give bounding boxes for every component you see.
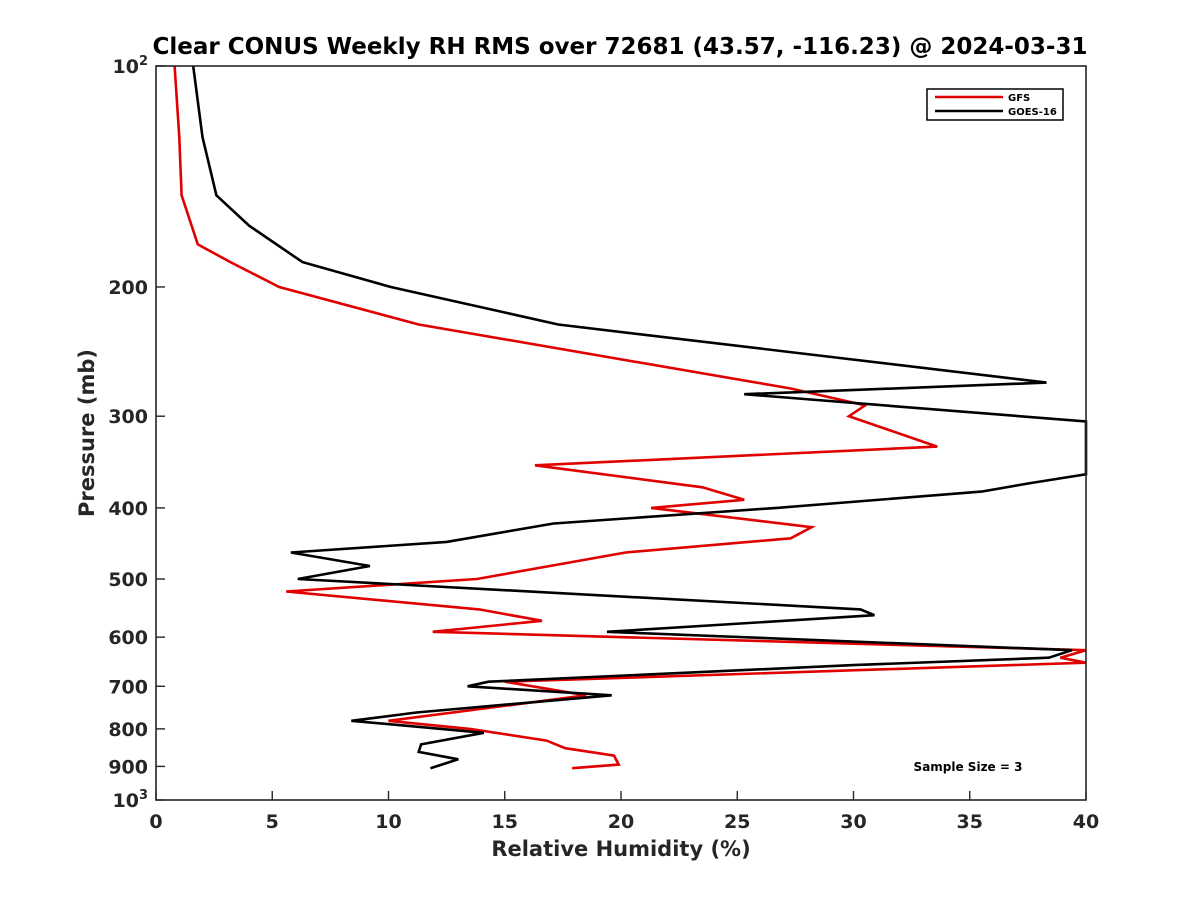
x-axis-label: Relative Humidity (%) — [491, 837, 750, 861]
x-tick-label: 20 — [608, 811, 634, 833]
x-tick-label: 5 — [266, 811, 279, 833]
series-line-gfs — [173, 65, 1087, 770]
y-tick-label: 700 — [108, 676, 148, 698]
y-tick-label: 600 — [108, 627, 148, 649]
x-tick-label: 40 — [1073, 811, 1099, 833]
series-lines — [173, 65, 1088, 770]
series-line-goes-16 — [191, 65, 1088, 770]
y-tick-label: 200 — [108, 277, 148, 299]
x-tick-label: 30 — [840, 811, 866, 833]
legend: GFS GOES-16 — [926, 88, 1064, 121]
x-tick-label: 10 — [375, 811, 401, 833]
legend-label-goes16: GOES-16 — [1008, 107, 1057, 118]
y-tick-label: 900 — [108, 756, 148, 778]
y-tick-label: 400 — [108, 498, 148, 520]
y-axis-label: Pressure (mb) — [75, 349, 99, 517]
y-tick-label: 800 — [108, 719, 148, 741]
x-tick-label: 35 — [957, 811, 983, 833]
chart-title: Clear CONUS Weekly RH RMS over 72681 (43… — [153, 34, 1088, 60]
plot-frame — [155, 65, 1087, 801]
sample-size-annotation: Sample Size = 3 — [914, 760, 1023, 774]
y-axis-ticks: 102 200 300 400 500 600 700 800 900 103 — [108, 54, 165, 812]
legend-box — [926, 88, 1064, 121]
y-tick-label: 500 — [108, 569, 148, 591]
y-tick-label: 300 — [108, 406, 148, 428]
legend-label-gfs: GFS — [1008, 93, 1030, 104]
x-tick-label: 25 — [724, 811, 750, 833]
x-axis-ticks: 0 5 10 15 20 25 30 35 40 — [149, 791, 1099, 833]
y-tick-label: 103 — [113, 788, 149, 812]
x-tick-label: 0 — [149, 811, 162, 833]
plot-area — [155, 65, 1088, 801]
x-tick-label: 15 — [492, 811, 518, 833]
y-tick-label: 102 — [113, 54, 149, 78]
